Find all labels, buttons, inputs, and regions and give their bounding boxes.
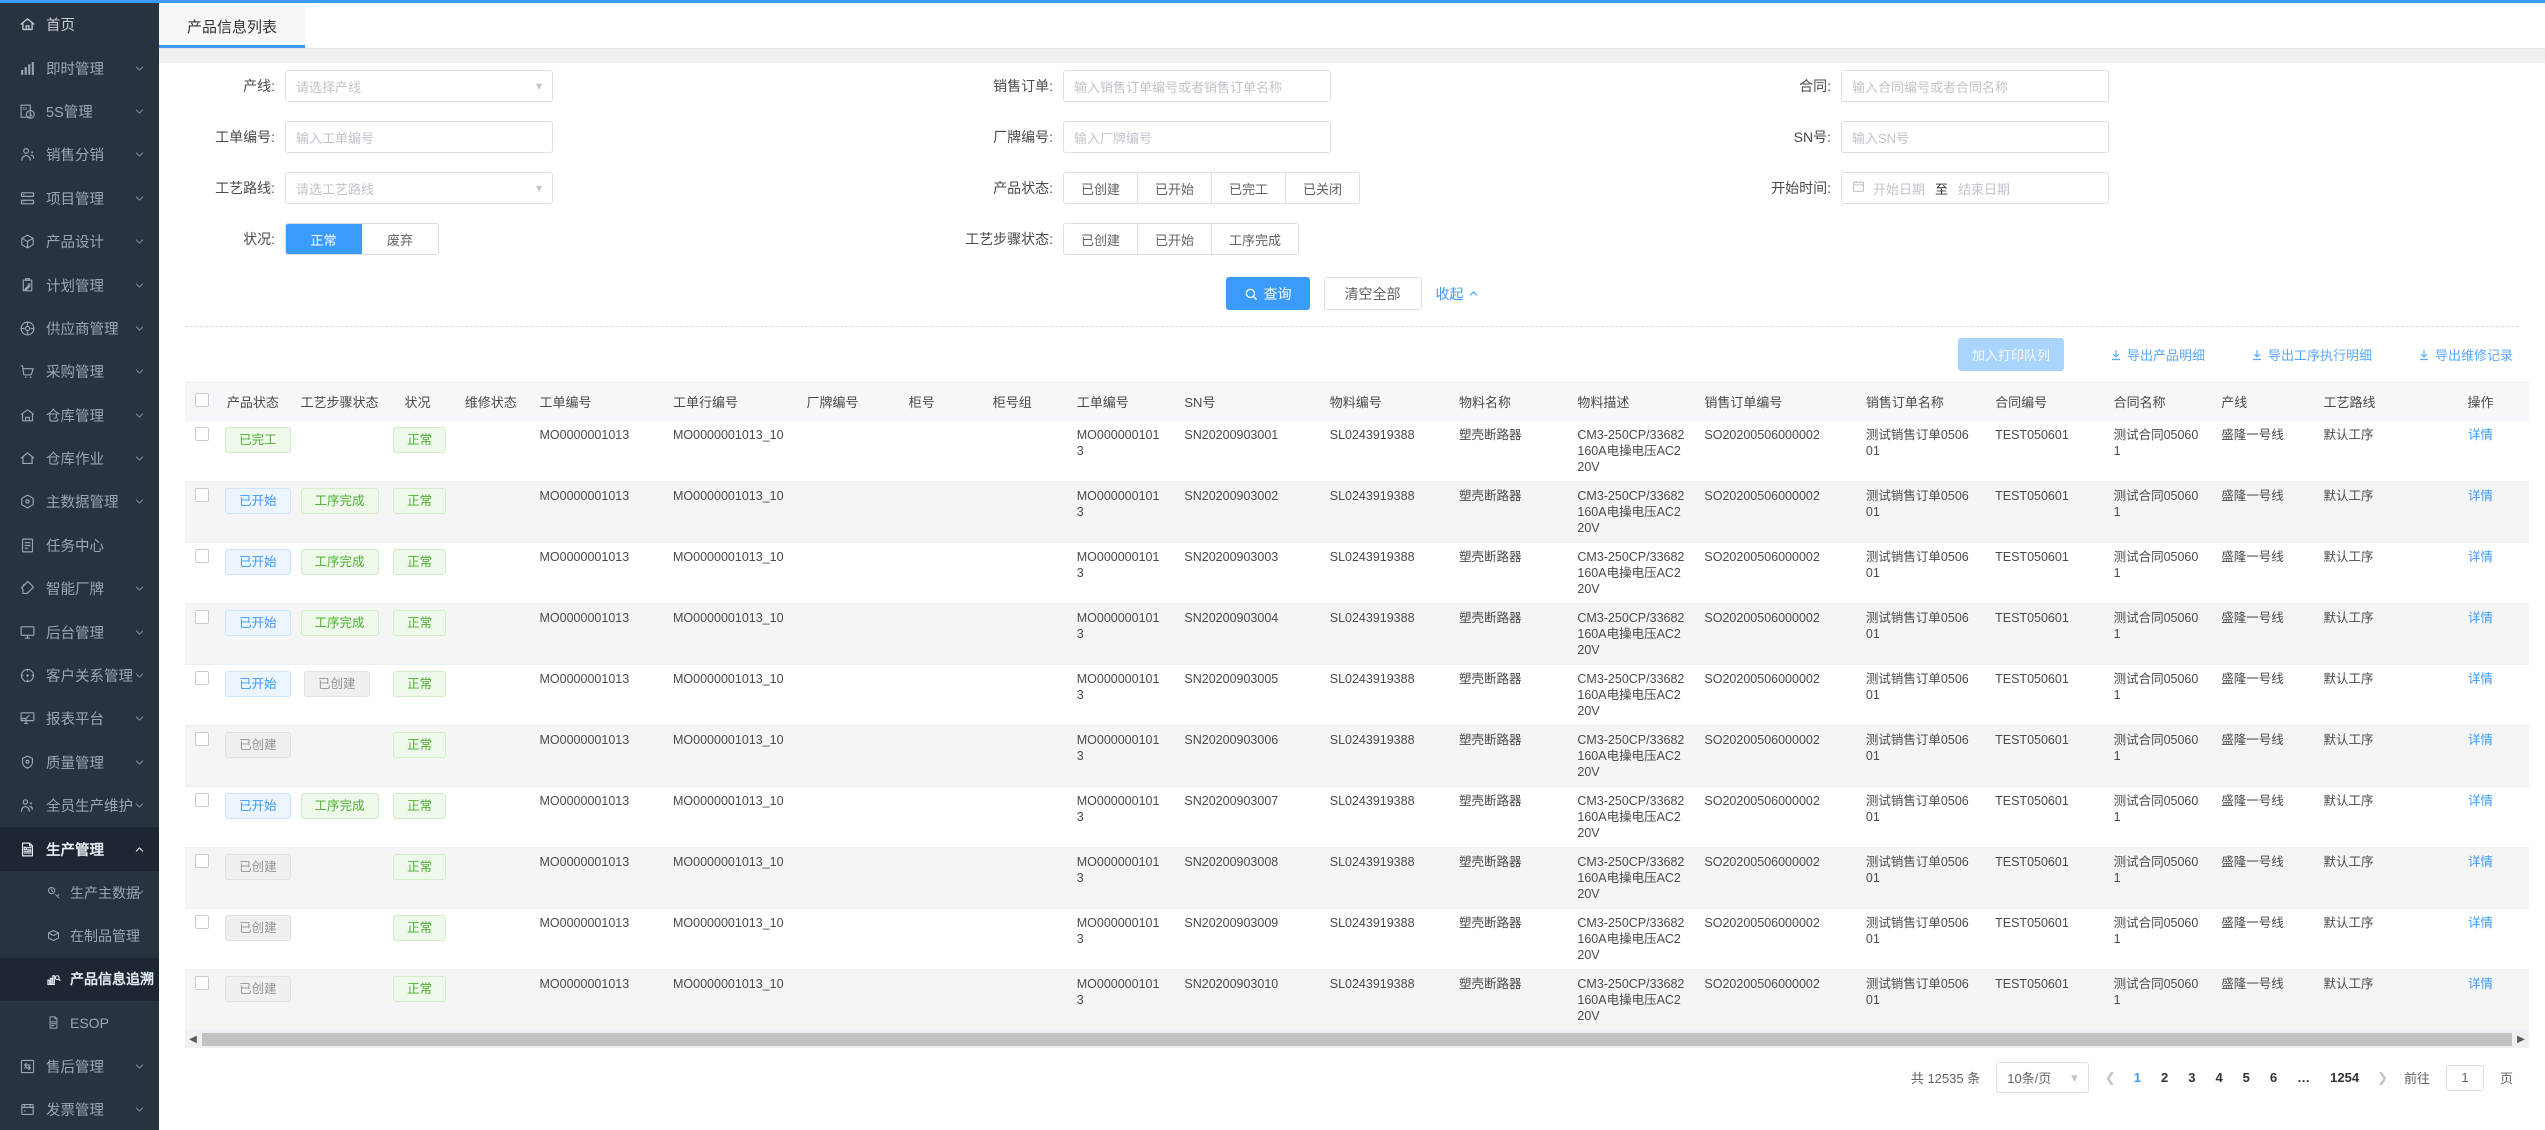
svg-text:5s: 5s bbox=[23, 106, 28, 111]
